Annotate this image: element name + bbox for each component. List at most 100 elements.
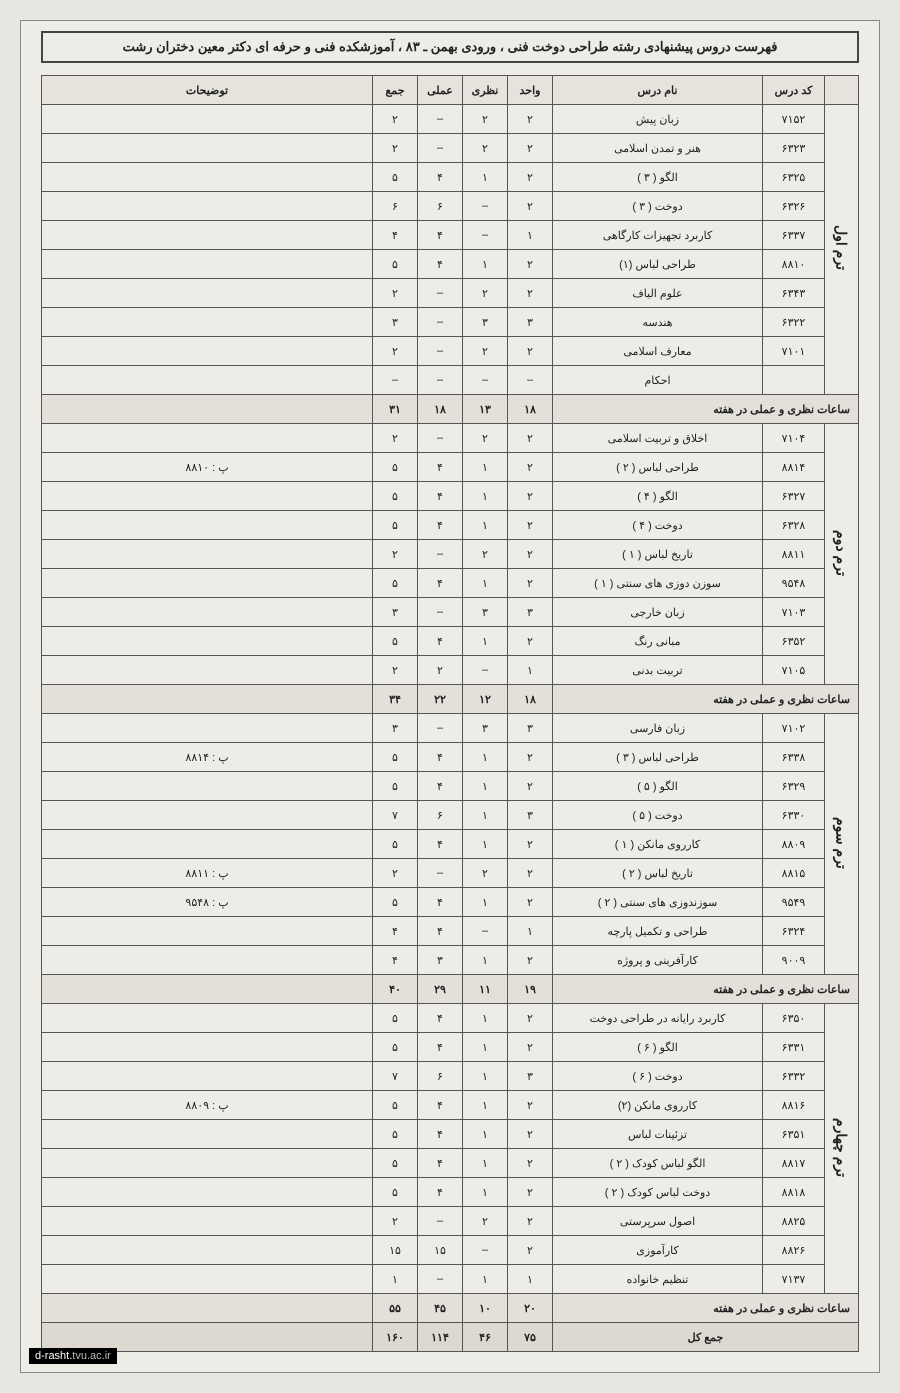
course-practical: ۴: [418, 221, 463, 250]
course-total: ۳: [373, 308, 418, 337]
grand-total-theory: ۴۶: [463, 1323, 508, 1352]
course-code: ۶۳۲۶: [763, 192, 825, 221]
course-total: ۵: [373, 1178, 418, 1207]
course-total: ۴: [373, 946, 418, 975]
subtotal-unit: ۱۸: [508, 685, 553, 714]
header-practical: عملی: [418, 76, 463, 105]
grand-total-unit: ۷۵: [508, 1323, 553, 1352]
term-label-cell: ترم چهارم: [825, 1004, 859, 1294]
course-practical: –: [418, 105, 463, 134]
course-unit: ۳: [508, 1062, 553, 1091]
course-name: تنظیم خانواده: [553, 1265, 763, 1294]
course-total: ۲: [373, 1207, 418, 1236]
course-practical: –: [418, 308, 463, 337]
course-practical: ۴: [418, 1149, 463, 1178]
course-practical: ۴: [418, 830, 463, 859]
course-code: ۶۳۲۳: [763, 134, 825, 163]
course-unit: ۳: [508, 714, 553, 743]
course-practical: ۴: [418, 1033, 463, 1062]
course-code: ۷۱۵۲: [763, 105, 825, 134]
course-practical: –: [418, 366, 463, 395]
subtotal-unit: ۱۹: [508, 975, 553, 1004]
course-notes: [42, 366, 373, 395]
course-notes: [42, 337, 373, 366]
subtotal-notes-empty: [42, 685, 373, 714]
course-code: ۸۸۲۵: [763, 1207, 825, 1236]
course-name: معارف اسلامی: [553, 337, 763, 366]
course-practical: –: [418, 540, 463, 569]
course-unit: ۱: [508, 656, 553, 685]
course-theory: ۱: [463, 1120, 508, 1149]
course-practical: ۲: [418, 656, 463, 685]
course-total: ۵: [373, 1033, 418, 1062]
course-name: تزئینات لباس: [553, 1120, 763, 1149]
course-notes: [42, 598, 373, 627]
course-unit: ۲: [508, 1207, 553, 1236]
course-total: ۵: [373, 743, 418, 772]
table-row: ۸۸۰۹کارروی مانکن ( ۱ )۲۱۴۵: [42, 830, 859, 859]
course-code: ۸۸۱۵: [763, 859, 825, 888]
course-total: ۲: [373, 859, 418, 888]
table-row: ۶۳۵۲مبانی رنگ۲۱۴۵: [42, 627, 859, 656]
course-name: احکام: [553, 366, 763, 395]
course-name: دوخت ( ۳ ): [553, 192, 763, 221]
course-unit: ۲: [508, 482, 553, 511]
course-total: –: [373, 366, 418, 395]
course-notes: [42, 917, 373, 946]
course-practical: ۳: [418, 946, 463, 975]
course-total: ۲: [373, 134, 418, 163]
course-unit: ۲: [508, 250, 553, 279]
term-label: ترم دوم: [834, 530, 850, 576]
course-code: ۶۳۲۴: [763, 917, 825, 946]
course-total: ۱۵: [373, 1236, 418, 1265]
subtotal-notes-empty: [42, 975, 373, 1004]
course-code: ۸۸۱۴: [763, 453, 825, 482]
table-row: ۸۸۱۷الگو لباس کودک ( ۲ )۲۱۴۵: [42, 1149, 859, 1178]
table-row: ۶۳۵۱تزئینات لباس۲۱۴۵: [42, 1120, 859, 1149]
course-theory: ۲: [463, 424, 508, 453]
course-practical: ۱۵: [418, 1236, 463, 1265]
course-unit: ۲: [508, 1091, 553, 1120]
course-theory: ۱: [463, 1149, 508, 1178]
table-row: ترم دوم۷۱۰۴اخلاق و تربیت اسلامی۲۲–۲: [42, 424, 859, 453]
course-theory: ۱: [463, 482, 508, 511]
course-total: ۷: [373, 1062, 418, 1091]
course-notes: [42, 1062, 373, 1091]
course-code: ۶۳۲۷: [763, 482, 825, 511]
course-notes: [42, 569, 373, 598]
course-practical: ۴: [418, 1178, 463, 1207]
course-theory: ۲: [463, 1207, 508, 1236]
course-practical: –: [418, 424, 463, 453]
course-practical: ۴: [418, 1120, 463, 1149]
subtotal-practical: ۱۸: [418, 395, 463, 424]
course-name: مبانی رنگ: [553, 627, 763, 656]
course-practical: –: [418, 859, 463, 888]
course-total: ۱: [373, 1265, 418, 1294]
table-row: ۶۳۳۸طراحی لباس ( ۳ )۲۱۴۵پ : ۸۸۱۴: [42, 743, 859, 772]
course-theory: ۲: [463, 540, 508, 569]
course-code: ۶۳۲۹: [763, 772, 825, 801]
course-total: ۵: [373, 1091, 418, 1120]
course-total: ۵: [373, 1004, 418, 1033]
course-unit: ۲: [508, 424, 553, 453]
course-notes: [42, 221, 373, 250]
course-code: ۶۳۳۱: [763, 1033, 825, 1062]
course-name: الگو ( ۴ ): [553, 482, 763, 511]
subtotal-row: ساعات نظری و عملی در هفته۱۸۱۲۲۲۳۴: [42, 685, 859, 714]
course-total: ۴: [373, 917, 418, 946]
course-practical: ۴: [418, 250, 463, 279]
course-theory: –: [463, 656, 508, 685]
subtotal-theory: ۱۳: [463, 395, 508, 424]
table-row: ۸۸۱۴طراحی لباس ( ۲ )۲۱۴۵پ : ۸۸۱۰: [42, 453, 859, 482]
course-unit: ۲: [508, 1149, 553, 1178]
course-name: دوخت ( ۶ ): [553, 1062, 763, 1091]
subtotal-practical: ۲۹: [418, 975, 463, 1004]
course-total: ۲: [373, 279, 418, 308]
course-theory: –: [463, 1236, 508, 1265]
course-notes: [42, 134, 373, 163]
course-notes: [42, 163, 373, 192]
course-theory: ۱: [463, 1178, 508, 1207]
course-total: ۷: [373, 801, 418, 830]
table-row: ۹۵۴۸سوزن دوزی های سنتی ( ۱ )۲۱۴۵: [42, 569, 859, 598]
course-code: ۶۳۲۸: [763, 511, 825, 540]
